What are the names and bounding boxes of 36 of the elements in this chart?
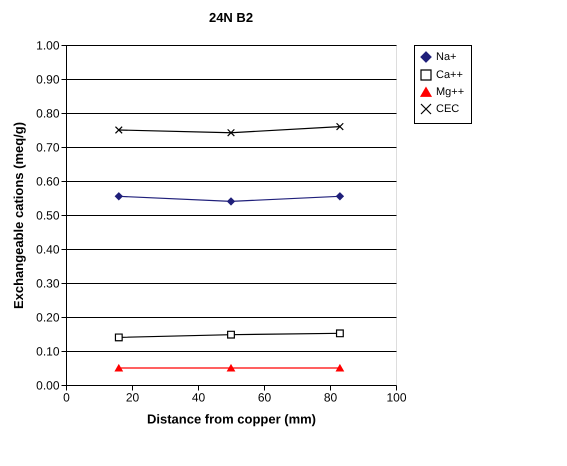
- legend-label: CEC: [436, 103, 460, 115]
- y-tick-label: 0.80: [36, 106, 60, 120]
- point: [227, 364, 235, 372]
- y-tick-label: 0.70: [36, 140, 60, 154]
- x-axis-title: Distance from copper (mm): [146, 412, 316, 426]
- x-tick-label: 80: [324, 390, 338, 404]
- point: [114, 126, 123, 134]
- point: [336, 329, 344, 338]
- point: [227, 128, 235, 137]
- legend-label: Mg++: [436, 86, 464, 98]
- point: [114, 333, 123, 342]
- x-tick-label: 60: [258, 390, 272, 404]
- point: [227, 330, 235, 339]
- y-tick-label: 0.00: [36, 378, 60, 392]
- point: [227, 197, 235, 206]
- point: [114, 192, 123, 200]
- point: [336, 122, 344, 131]
- x-tick-label: 20: [126, 390, 140, 404]
- legend-label: Ca++: [436, 69, 463, 81]
- y-tick-label: 0.60: [36, 174, 60, 188]
- point: [114, 364, 123, 372]
- y-tick-label: 0.50: [36, 208, 60, 222]
- y-tick-label: 0.30: [36, 276, 60, 290]
- point: [336, 192, 344, 200]
- x-tick-label: 40: [192, 390, 206, 404]
- y-axis-title: Exchangeable cations (meq/g): [11, 122, 26, 310]
- chart-title: 24N B2: [208, 10, 254, 25]
- y-tick-label: 0.90: [36, 72, 60, 86]
- y-tick-label: 1.00: [36, 38, 60, 52]
- y-tick-label: 0.20: [36, 310, 60, 324]
- legend-label: Na+: [436, 51, 456, 63]
- y-tick-label: 0.10: [36, 344, 60, 358]
- point: [336, 364, 344, 372]
- x-tick-label: 100: [386, 390, 407, 404]
- y-tick-label: 0.40: [36, 242, 60, 256]
- x-tick-label: 0: [63, 390, 70, 404]
